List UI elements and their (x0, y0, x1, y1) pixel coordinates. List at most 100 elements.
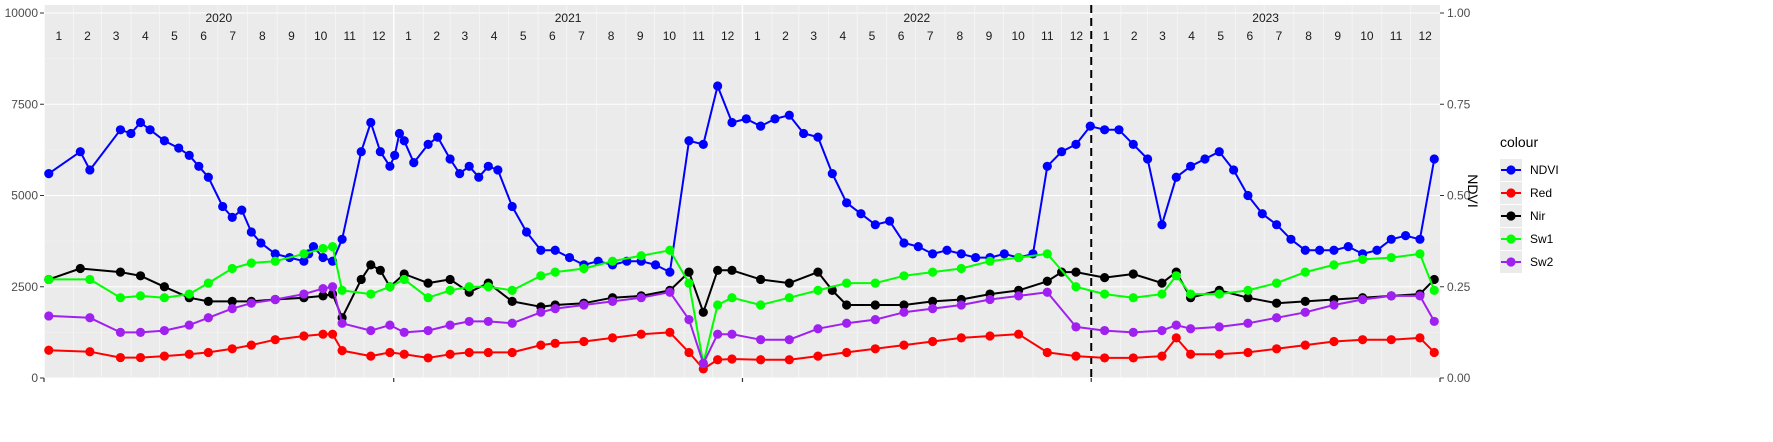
sw2-point (713, 329, 723, 339)
ndvi-point (423, 139, 433, 149)
sw2-line (48, 285, 1436, 365)
ndvi-point (770, 114, 780, 124)
nir-point (727, 265, 737, 275)
ndvi-point (308, 242, 319, 252)
red-point (1329, 336, 1339, 347)
month-labels: 1 2 3 4 5 6 7 8 9 10 11 12 1 2 3 4 5 6 7 8 9 10 11 12 1 2 3 4 5 6 7 8 9 1… (55, 29, 1432, 43)
sw2-point (899, 307, 909, 317)
left-tick-label: 0 (31, 371, 38, 385)
sw1-point (842, 278, 852, 288)
ndvi-point (1386, 234, 1396, 244)
month-label: 3 (1159, 29, 1166, 43)
red-point (813, 351, 823, 361)
month-label: 6 (549, 29, 556, 43)
red-point (203, 347, 213, 358)
month-label: 8 (608, 29, 615, 43)
sw1-point (1157, 289, 1167, 299)
month-label: 7 (229, 29, 236, 43)
ndvi-point (464, 161, 474, 171)
ndvi-point (270, 249, 280, 259)
ndvi-point (318, 252, 328, 263)
month-label: 10 (1360, 29, 1374, 43)
month-label: 5 (520, 29, 527, 43)
sw2-point (44, 311, 54, 321)
sw2-point (115, 327, 126, 337)
ndvi-point (550, 245, 560, 255)
month-label: 9 (288, 29, 295, 43)
sw1-point (44, 274, 54, 285)
red-point (684, 347, 694, 358)
sw1-point (337, 285, 347, 295)
sw2-point (1014, 291, 1024, 301)
month-label: 12 (721, 29, 735, 43)
sw2-point (550, 304, 560, 314)
red-point (842, 347, 852, 358)
sw1-point (1358, 254, 1368, 264)
sw2-point (928, 304, 938, 314)
nir-point (1157, 278, 1167, 288)
sw2-point (1042, 287, 1052, 297)
ndvi-point (1229, 165, 1239, 175)
sw1-point (1214, 289, 1224, 299)
ndvi-point (1085, 121, 1095, 131)
ndvi-point (356, 147, 366, 157)
red-point (184, 349, 194, 359)
sw1-point (203, 278, 213, 288)
right-tick-label: 0.25 (1447, 280, 1471, 294)
legend-key-point-sw1 (1506, 234, 1516, 244)
month-label: 7 (578, 29, 585, 43)
ndvi-point (366, 117, 376, 128)
right-tick-label: 0.50 (1447, 189, 1471, 203)
year-label: 2023 (1252, 11, 1279, 25)
sw2-point (1128, 327, 1138, 337)
nir-point (1300, 296, 1310, 306)
nir-point (135, 271, 146, 281)
ndvi-point (1114, 125, 1124, 135)
ndvi-point (784, 110, 794, 120)
ndvi-point (1415, 234, 1425, 244)
ndvi-point (899, 238, 909, 248)
sw1-point (327, 242, 338, 252)
red-point (607, 333, 618, 343)
nir-point (813, 267, 823, 277)
left-y-axis: 0 2500 5000 7500 10000 (5, 6, 44, 385)
ndvi-point (203, 172, 213, 182)
nir-point (698, 307, 708, 317)
sw2-point (1171, 320, 1181, 330)
legend-label-sw2: Sw2 (1530, 255, 1554, 269)
ndvi-point (842, 198, 852, 208)
ndvi-point (1329, 245, 1339, 255)
sw1-point (684, 278, 694, 288)
sw2-point (784, 335, 794, 345)
sw2-point (318, 283, 328, 294)
month-label: 11 (1041, 29, 1054, 43)
month-label: 6 (898, 29, 905, 43)
series-layer (44, 81, 1439, 374)
red-point (713, 355, 723, 365)
sw1-point (1100, 289, 1110, 299)
ndvi-point (390, 150, 400, 160)
red-point (550, 338, 560, 348)
ndvi-point (227, 212, 237, 222)
sw1-point (1071, 282, 1081, 292)
red-point (327, 329, 338, 339)
ndvi-point (999, 249, 1009, 259)
ndvi-point (885, 216, 895, 226)
sw2-point (1429, 316, 1439, 327)
ndvi-point (1243, 190, 1253, 201)
ndvi-point (493, 165, 503, 175)
nir-point (159, 282, 169, 292)
nir-point (75, 263, 85, 274)
nir-point (356, 274, 366, 285)
sw1-point (1272, 278, 1282, 288)
sw1-point (607, 256, 618, 266)
sw1-point (159, 293, 169, 303)
ndvi-point (85, 165, 95, 175)
ndvi-point (385, 161, 395, 171)
ndvi-point (741, 114, 751, 124)
sw1-point (813, 285, 823, 295)
red-point (1272, 344, 1282, 354)
ndvi-point (713, 81, 723, 91)
ndvi-point (1200, 154, 1210, 164)
legend-label-nir: Nir (1530, 209, 1545, 223)
